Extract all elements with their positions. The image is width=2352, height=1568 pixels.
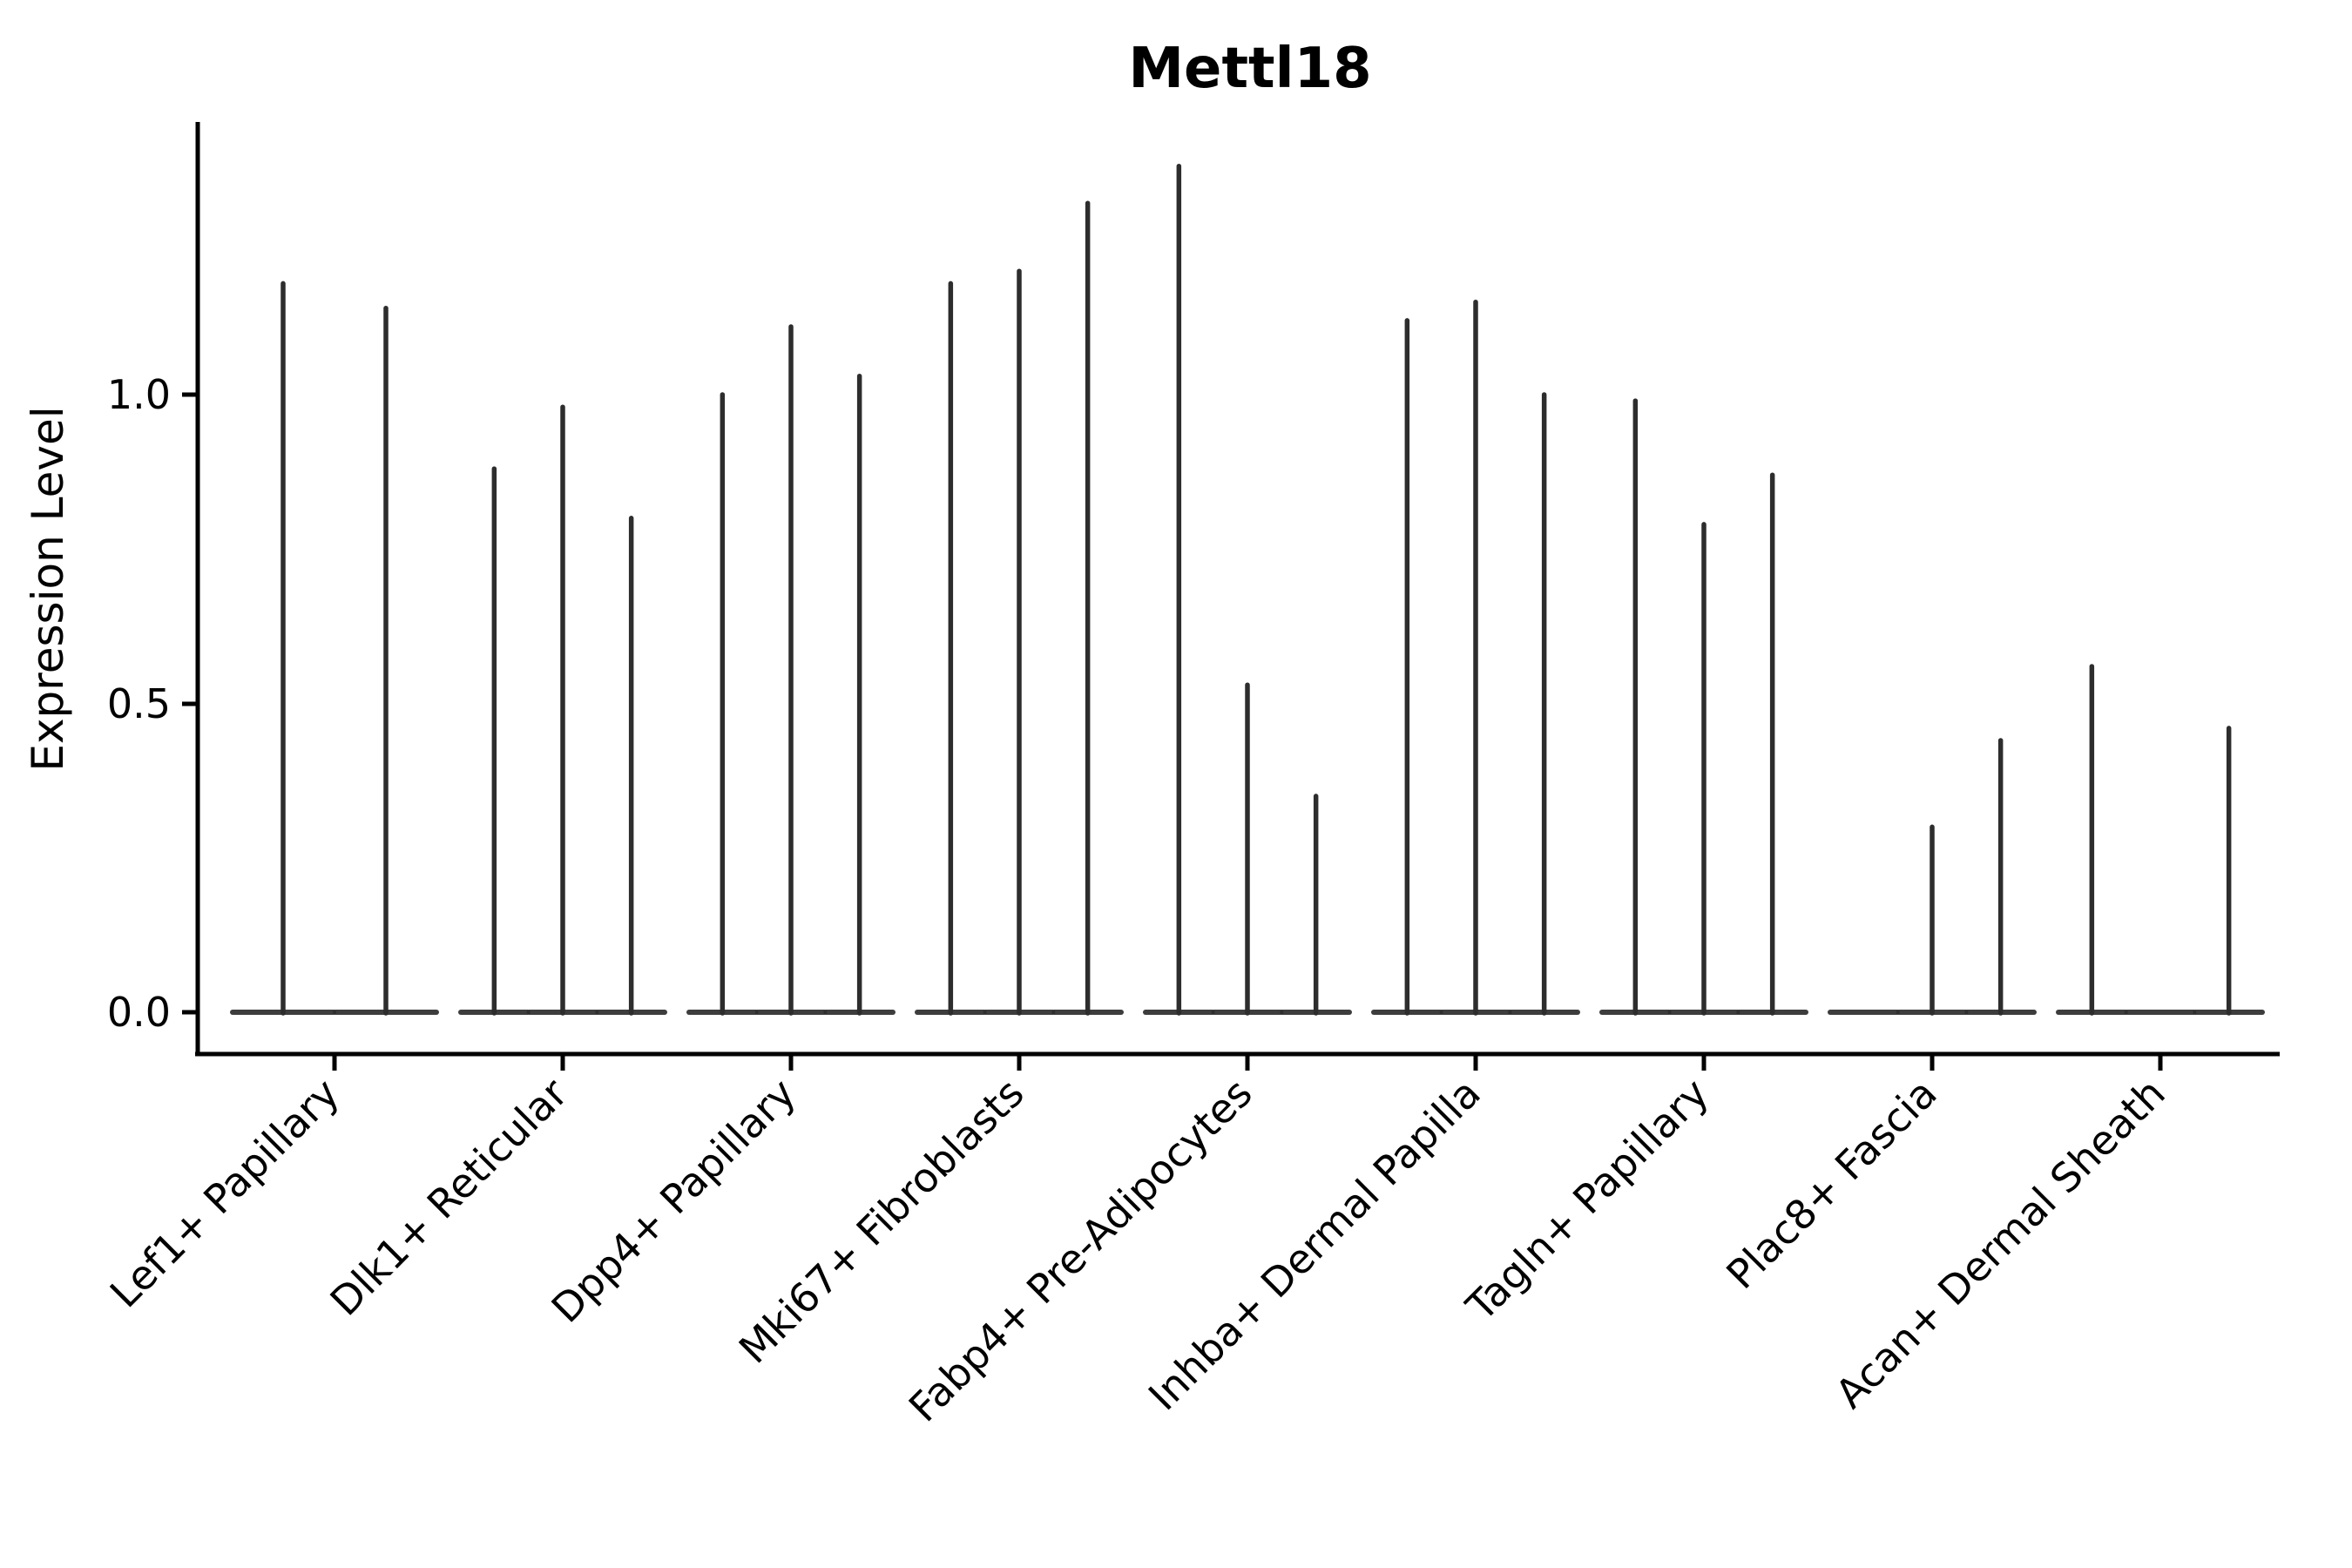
x-tick-label: Tagln+ Papillary [1456,1070,1718,1331]
x-tick-label: Dlk1+ Reticular [321,1070,577,1325]
x-tick-label: Dpp4+ Papillary [543,1070,805,1332]
y-tick-label: 0.5 [107,680,171,727]
violin-base [1828,1010,1900,1015]
chart-title: Mettl18 [1128,37,1371,101]
x-tick-label: Plac8+ Fascia [1717,1070,1945,1298]
y-axis-label: Expression Level [23,406,73,771]
x-tick-label: Lef1+ Papillary [101,1070,348,1317]
y-tick-label: 1.0 [107,371,171,418]
violin-series-group [230,163,2265,1016]
violin-base [2124,1010,2197,1015]
y-tick-label: 0.0 [107,989,171,1036]
